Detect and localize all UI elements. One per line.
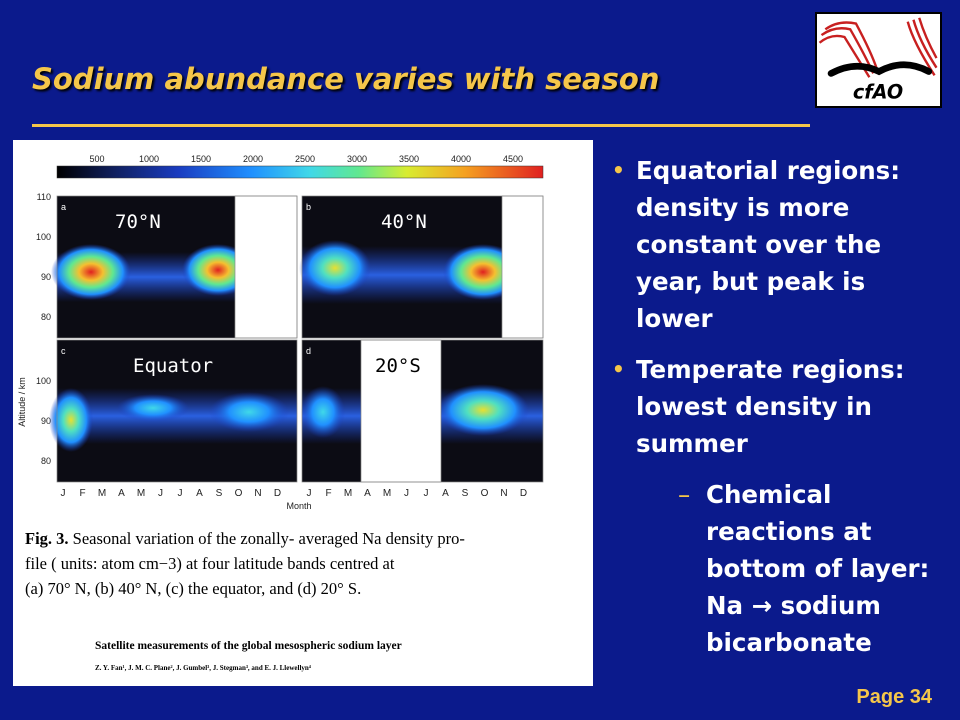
bullet-list: • Equatorial regions: density is more co… [608, 152, 948, 675]
svg-text:cfAO: cfAO [853, 80, 903, 103]
x-axis-label: Month [286, 501, 311, 511]
caption-line-3: (a) 70° N, (b) 40° N, (c) the equator, a… [25, 579, 361, 598]
panel-d-20s [301, 339, 544, 483]
sub-bullet-text: Chemical reactions at bottom of layer: N… [706, 480, 930, 657]
panel-a-70n [51, 195, 298, 339]
month-tick-label: J [424, 488, 429, 499]
y-tick-label: 110 [37, 192, 51, 202]
month-tick-label: J [307, 488, 312, 499]
month-tick-label: A [118, 488, 125, 499]
y-tick-label: 100 [36, 376, 51, 386]
month-tick-label: F [79, 488, 85, 499]
colorbar-tick-label: 3500 [399, 154, 419, 164]
y-tick-label: 100 [36, 232, 51, 242]
colorbar-tick-label: 500 [89, 154, 104, 164]
sodium-density-figure: 500 1000 1500 2000 2500 3000 3500 4000 4500 Alti… [13, 140, 593, 686]
caption-line-2: file ( units: atom cm−3) at four latitud… [25, 554, 395, 573]
bullet-text-equatorial: Equatorial regions: density is more cons… [636, 156, 901, 333]
panel-letter: b [306, 202, 311, 212]
month-tick-label: J [158, 488, 163, 499]
colorbar-tick-label: 4000 [451, 154, 471, 164]
panel-letter: d [306, 346, 311, 356]
month-tick-label: D [520, 488, 527, 499]
colorbar-tick-label: 1500 [191, 154, 211, 164]
y-axis-label: Altitude / km [17, 377, 27, 427]
caption-fig-label: Fig. 3. [25, 529, 69, 548]
overlay-20s: 20°S [375, 355, 421, 377]
month-tick-label: A [442, 488, 449, 499]
caption-line-1: Seasonal variation of the zonally- avera… [69, 529, 465, 548]
colorbar-tick-label: 1000 [139, 154, 159, 164]
panel-letter: c [61, 346, 66, 356]
paper-title: Satellite measurements of the global mes… [95, 640, 402, 652]
month-tick-label: S [462, 488, 469, 499]
month-tick-label: A [196, 488, 203, 499]
bullet-item-temperate: • Temperate regions: lowest density in s… [608, 351, 948, 661]
bullet-item-equatorial: • Equatorial regions: density is more co… [612, 156, 901, 333]
month-tick-label: O [235, 488, 243, 499]
title-underline [32, 124, 810, 127]
colorbar-tick-label: 2500 [295, 154, 315, 164]
y-tick-label: 80 [41, 312, 51, 322]
slide-title: Sodium abundance varies with season [32, 62, 660, 96]
month-tick-label: J [178, 488, 183, 499]
sub-bullet-chemical: – Chemical reactions at bottom of layer:… [678, 480, 930, 657]
month-tick-label: M [98, 488, 106, 499]
month-tick-label: M [137, 488, 145, 499]
month-tick-label: S [216, 488, 223, 499]
month-tick-label: J [404, 488, 409, 499]
y-tick-label: 90 [41, 416, 51, 426]
cfao-logo: cfAO [815, 12, 942, 108]
month-tick-label: M [383, 488, 391, 499]
colorbar-tick-label: 4500 [503, 154, 523, 164]
colorbar-tick-label: 3000 [347, 154, 367, 164]
colorbar-tick-label: 2000 [243, 154, 263, 164]
panel-c-equator [49, 339, 298, 483]
panel-letter: a [61, 202, 66, 212]
paper-authors: Z. Y. Fan¹, J. M. C. Plane², J. Gumbel³,… [95, 664, 312, 672]
bullet-text-temperate: Temperate regions: lowest density in sum… [636, 355, 905, 458]
month-tick-label: J [61, 488, 66, 499]
y-tick-label: 80 [41, 456, 51, 466]
month-tick-label: D [274, 488, 281, 499]
month-tick-label: F [325, 488, 331, 499]
month-tick-label: M [344, 488, 352, 499]
svg-text:Fig. 3. Seasonal variation of: Fig. 3. Seasonal variation of the zonall… [25, 529, 465, 548]
overlay-equator: Equator [133, 355, 213, 377]
overlay-40n: 40°N [381, 211, 427, 233]
panel-b-40n [299, 195, 544, 339]
colorbar [56, 165, 544, 179]
y-tick-label: 90 [41, 272, 51, 282]
month-tick-label: O [481, 488, 489, 499]
month-tick-label: N [254, 488, 261, 499]
overlay-70n: 70°N [115, 211, 161, 233]
month-tick-label: N [500, 488, 507, 499]
month-tick-label: A [364, 488, 371, 499]
page-number: Page 34 [856, 686, 932, 708]
